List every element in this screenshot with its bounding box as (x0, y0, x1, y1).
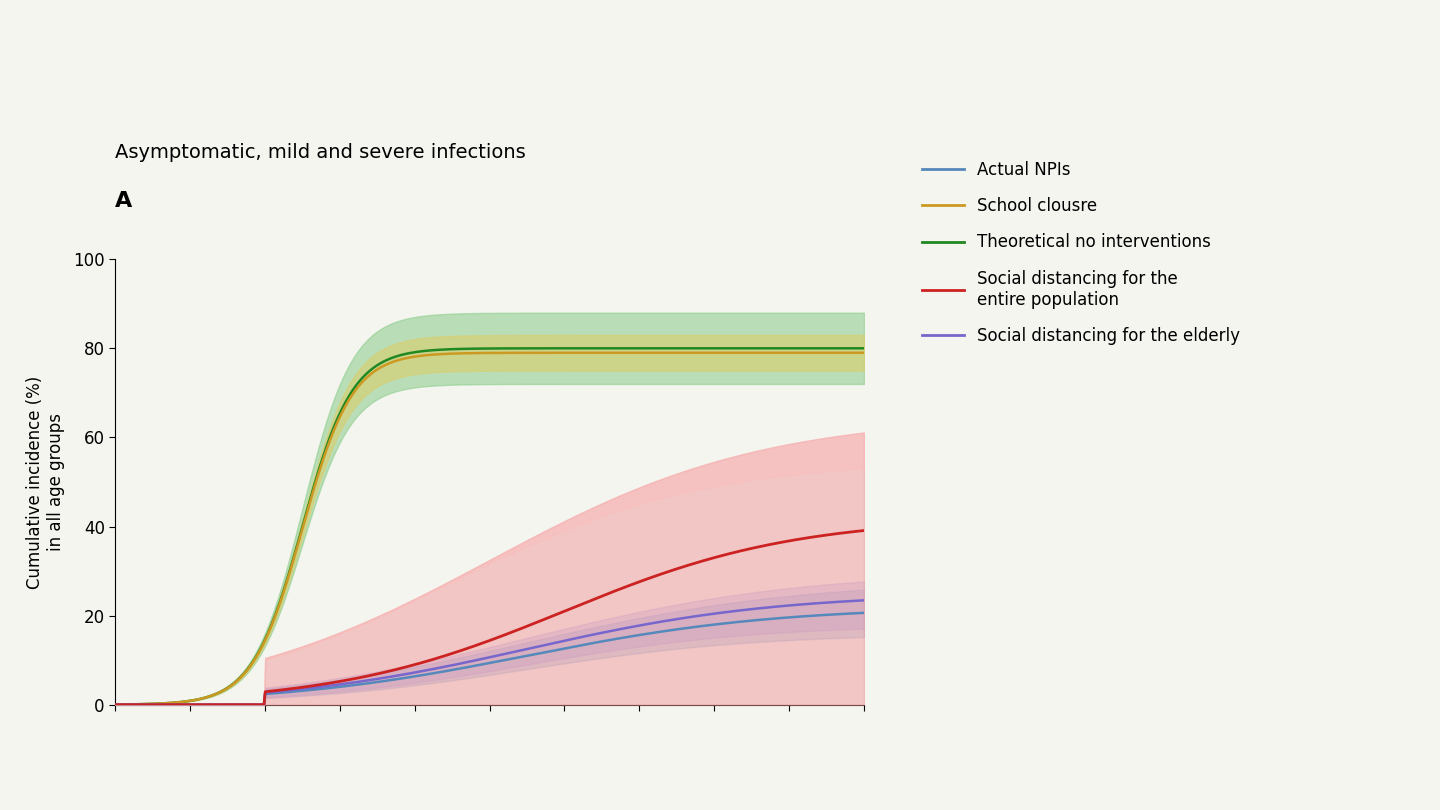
Y-axis label: Cumulative incidence (%)
in all age groups: Cumulative incidence (%) in all age grou… (26, 375, 65, 589)
Text: A: A (115, 190, 132, 211)
Text: Asymptomatic, mild and severe infections: Asymptomatic, mild and severe infections (115, 143, 526, 162)
Legend: Actual NPIs, School clousre, Theoretical no interventions, Social distancing for: Actual NPIs, School clousre, Theoretical… (916, 154, 1247, 352)
